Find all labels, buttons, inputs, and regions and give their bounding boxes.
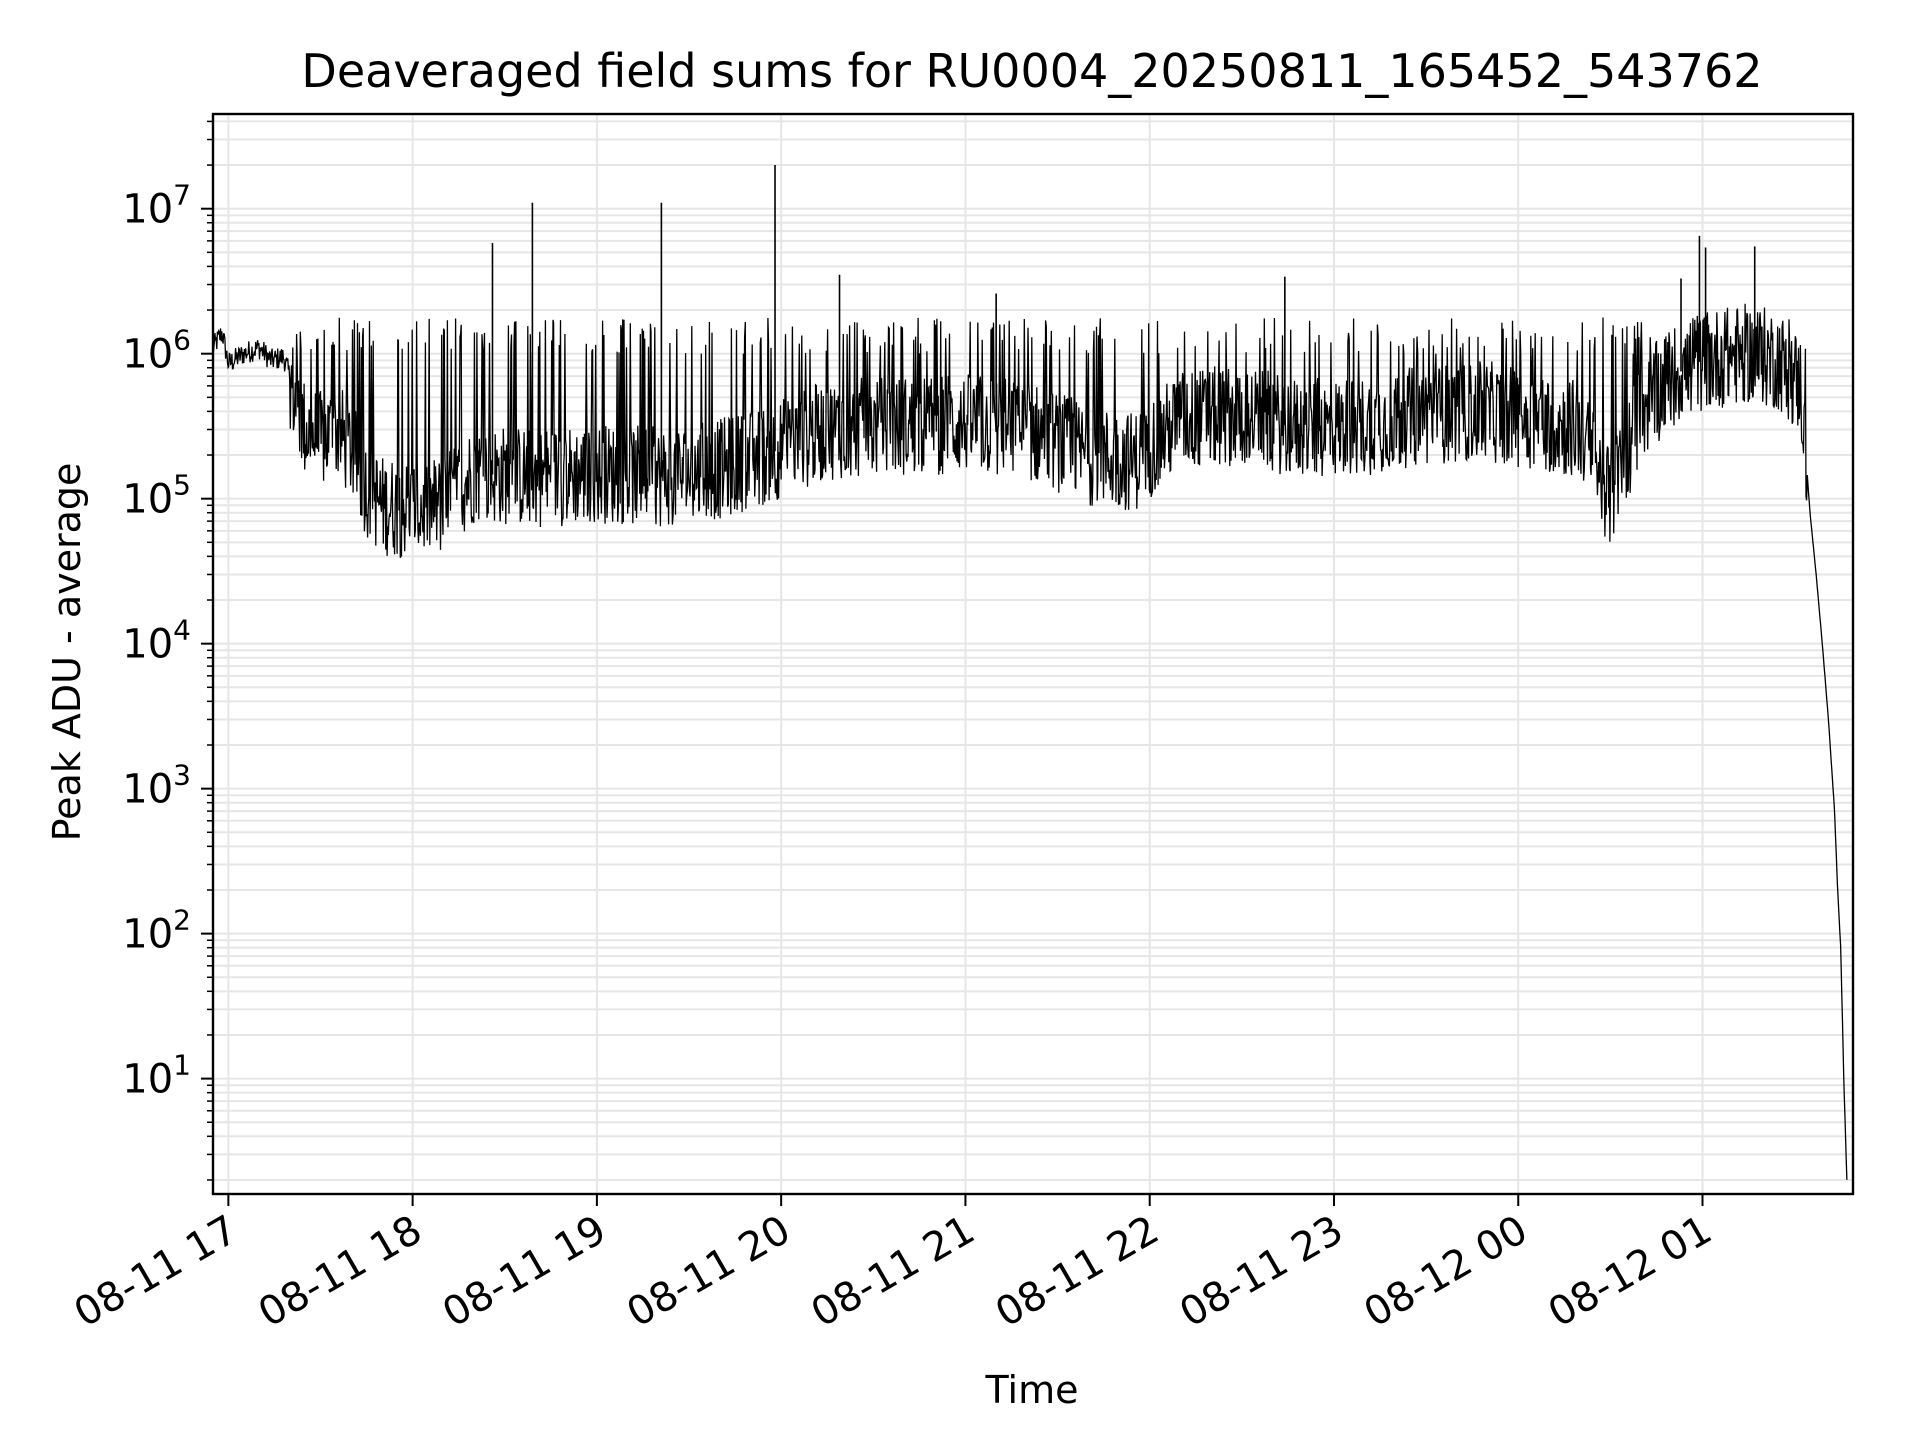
chart-title: Deaveraged field sums for RU0004_2025081… xyxy=(301,44,1762,98)
grid xyxy=(213,114,1853,1194)
y-tick-exponent: 7 xyxy=(173,179,191,212)
y-tick-base: 10 xyxy=(122,912,173,958)
y-tick-exponent: 3 xyxy=(173,759,191,792)
y-tick-base: 10 xyxy=(122,332,173,378)
y-tick-base: 10 xyxy=(122,477,173,523)
y-tick-exponent: 4 xyxy=(173,614,191,647)
series-layer xyxy=(212,165,1848,1180)
y-tick-base: 10 xyxy=(122,767,173,813)
y-tick-label: 101 xyxy=(122,1049,191,1103)
y-tick-exponent: 6 xyxy=(173,324,191,357)
y-tick-exponent: 2 xyxy=(173,904,191,937)
y-tick-base: 10 xyxy=(122,622,173,668)
y-tick-base: 10 xyxy=(122,1057,173,1103)
y-tick-exponent: 1 xyxy=(173,1049,191,1082)
plot-frame xyxy=(211,112,1855,1196)
y-tick-label: 102 xyxy=(122,904,191,958)
y-tick-label: 104 xyxy=(122,614,191,668)
y-tick-label: 107 xyxy=(122,179,191,233)
y-tick-label: 106 xyxy=(122,324,191,378)
x-axis-label: Time xyxy=(985,1368,1079,1412)
y-tick-label: 105 xyxy=(122,469,191,523)
y-tick-base: 10 xyxy=(122,187,173,233)
y-tick-label: 103 xyxy=(122,759,191,813)
series-line xyxy=(212,303,1848,1180)
y-tick-exponent: 5 xyxy=(173,469,191,502)
y-axis-label: Peak ADU - average xyxy=(45,463,89,842)
